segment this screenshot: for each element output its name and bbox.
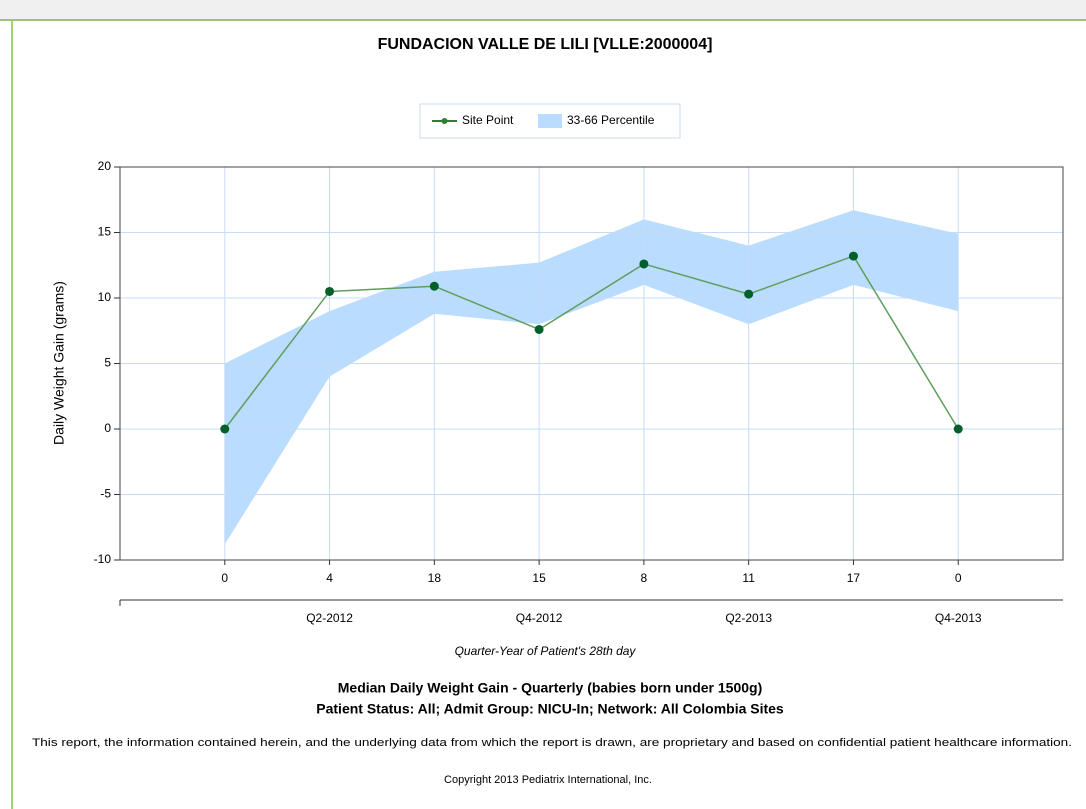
quarter-label: Q4-2012 (516, 611, 563, 625)
x-tick-label: 4 (326, 571, 333, 585)
x-axis-title: Quarter-Year of Patient's 28th day (455, 644, 637, 658)
site-point (848, 251, 858, 261)
site-point (220, 424, 230, 434)
y-tick-label: 0 (104, 421, 111, 435)
y-tick-label: 5 (104, 356, 111, 370)
x-tick-label: 11 (742, 571, 755, 585)
x-tick-label: 15 (532, 571, 546, 585)
x-tick-label: 8 (641, 571, 648, 585)
percentile-band (224, 210, 959, 545)
site-point (639, 259, 649, 269)
x-tick-label: 0 (221, 571, 228, 585)
x-tick-label: 18 (428, 571, 442, 585)
legend-label: 33-66 Percentile (567, 113, 655, 127)
legend-swatch (538, 114, 562, 128)
x-tick-label: 0 (955, 571, 962, 585)
y-tick-label: 20 (98, 159, 112, 173)
site-point (325, 286, 335, 296)
chart-title: FUNDACION VALLE DE LILI [VLLE:2000004] (378, 36, 713, 53)
legend-marker (441, 118, 448, 124)
quarter-label: Q2-2012 (306, 611, 353, 625)
quarter-label: Q2-2013 (725, 611, 772, 625)
y-axis-title: Daily Weight Gain (grams) (51, 281, 67, 445)
y-tick-label: 10 (98, 290, 112, 304)
legend-label: Site Point (462, 113, 514, 127)
y-tick-label: 15 (98, 225, 112, 239)
site-point (429, 281, 439, 291)
top-bar (0, 0, 1086, 20)
y-tick-label: -10 (94, 552, 112, 566)
copyright: Copyright 2013 Pediatrix International, … (444, 774, 652, 786)
x-tick-label: 17 (847, 571, 861, 585)
subtitle: Patient Status: All; Admit Group: NICU-I… (316, 701, 784, 717)
quarter-label: Q4-2013 (935, 611, 982, 625)
series-line (224, 255, 959, 430)
site-point (534, 324, 544, 334)
footnote: This report, the information contained h… (32, 737, 1072, 749)
site-point (953, 424, 963, 434)
site-point (744, 289, 754, 299)
plot-border (119, 166, 1064, 561)
subtitle: Median Daily Weight Gain - Quarterly (ba… (338, 680, 763, 696)
y-tick-label: -5 (100, 487, 111, 501)
